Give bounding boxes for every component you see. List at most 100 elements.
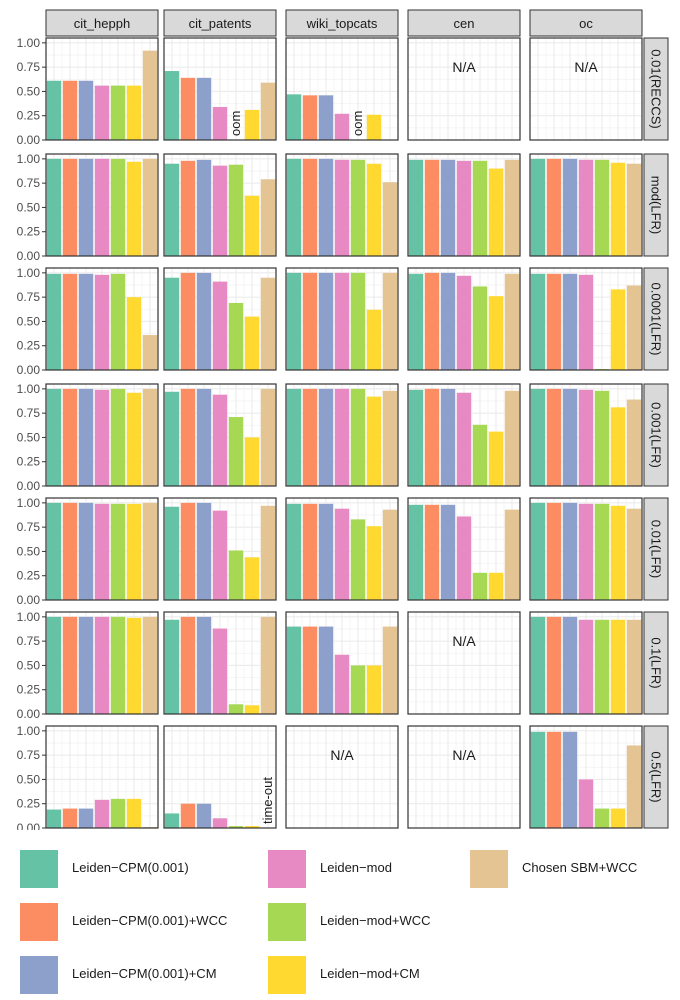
row-label: 0.5(LFR)	[649, 751, 664, 802]
bar	[366, 665, 382, 714]
panel-border	[407, 611, 521, 715]
bar	[228, 550, 244, 600]
row-label: 0.001(LFR)	[649, 402, 664, 468]
bar	[94, 503, 110, 600]
bar	[334, 654, 350, 714]
column-strip	[163, 9, 277, 37]
bar	[440, 272, 456, 370]
row-strip	[643, 267, 669, 371]
bar	[626, 745, 642, 828]
bar	[94, 616, 110, 714]
legend-swatch	[470, 850, 508, 888]
row-label: 0.1(LFR)	[649, 637, 664, 688]
row-strip	[643, 611, 669, 715]
panel-border	[163, 497, 277, 601]
legend-swatch	[20, 956, 58, 994]
bar	[318, 626, 334, 714]
bar	[78, 273, 94, 370]
panel-border	[529, 611, 643, 715]
bar	[62, 808, 78, 828]
bar	[546, 502, 562, 600]
bar	[382, 626, 398, 714]
bar	[212, 510, 228, 600]
bar	[78, 808, 94, 828]
column-strip	[45, 9, 159, 37]
y-tick-label: 0.25	[17, 339, 41, 353]
bar	[594, 390, 610, 486]
bar	[78, 616, 94, 714]
legend-label: Leiden−CPM(0.001)+CM	[72, 966, 217, 981]
column-label: cit_patents	[189, 16, 252, 31]
na-label: N/A	[574, 59, 598, 75]
bar	[286, 503, 302, 600]
bar	[350, 665, 366, 714]
bar	[196, 803, 212, 828]
bar	[196, 388, 212, 486]
bar	[350, 388, 366, 486]
legend-label: Leiden−mod+CM	[320, 966, 420, 981]
panel-border	[285, 37, 399, 141]
y-tick-label: 0.50	[17, 658, 41, 672]
bar	[610, 407, 626, 486]
bar	[472, 572, 488, 600]
na-label: N/A	[452, 747, 476, 763]
panel-border	[407, 725, 521, 829]
bar	[424, 272, 440, 370]
panel-border	[407, 267, 521, 371]
bar	[488, 296, 504, 370]
panel-border	[285, 383, 399, 487]
bar	[62, 502, 78, 600]
bar	[46, 616, 62, 714]
panel-border	[163, 383, 277, 487]
y-tick-label: 1.00	[17, 610, 41, 624]
panel-border	[285, 725, 399, 829]
bar	[408, 389, 424, 486]
bar	[126, 617, 142, 714]
bar	[286, 158, 302, 256]
bar	[366, 163, 382, 256]
panel-border	[407, 153, 521, 257]
bar	[382, 390, 398, 486]
bar	[94, 274, 110, 370]
panel-border	[407, 497, 521, 601]
y-tick-label: 0.75	[17, 406, 41, 420]
row-label: mod(LFR)	[649, 176, 664, 235]
bar	[546, 388, 562, 486]
y-tick-label: 0.75	[17, 290, 41, 304]
y-tick-label: 0.00	[17, 133, 41, 147]
bar	[286, 272, 302, 370]
bar	[610, 162, 626, 256]
bar	[94, 158, 110, 256]
bar	[180, 272, 196, 370]
row-label: 0.0001(LFR)	[649, 283, 664, 356]
column-strip	[407, 9, 521, 37]
bar	[334, 272, 350, 370]
panel-border	[529, 153, 643, 257]
legend-label: Leiden−CPM(0.001)	[72, 860, 189, 875]
row-strip	[643, 497, 669, 601]
bar	[228, 164, 244, 256]
y-tick-label: 0.00	[17, 363, 41, 377]
bar	[164, 813, 180, 828]
bar	[180, 616, 196, 714]
bar	[212, 281, 228, 370]
bar	[302, 158, 318, 256]
bar	[260, 616, 276, 714]
bar	[142, 616, 158, 714]
bar	[46, 502, 62, 600]
column-label: wiki_topcats	[306, 16, 378, 31]
bar	[562, 158, 578, 256]
bar	[142, 335, 158, 370]
bar	[546, 616, 562, 714]
bar	[626, 285, 642, 370]
bar	[302, 95, 318, 140]
bar	[562, 616, 578, 714]
bar	[244, 705, 260, 714]
na-label: N/A	[452, 633, 476, 649]
bar-annotation: oom	[350, 111, 365, 136]
bar	[366, 526, 382, 600]
bar-annotation: time-out	[260, 777, 275, 824]
bar	[196, 159, 212, 256]
bar	[594, 808, 610, 828]
bar	[626, 619, 642, 714]
